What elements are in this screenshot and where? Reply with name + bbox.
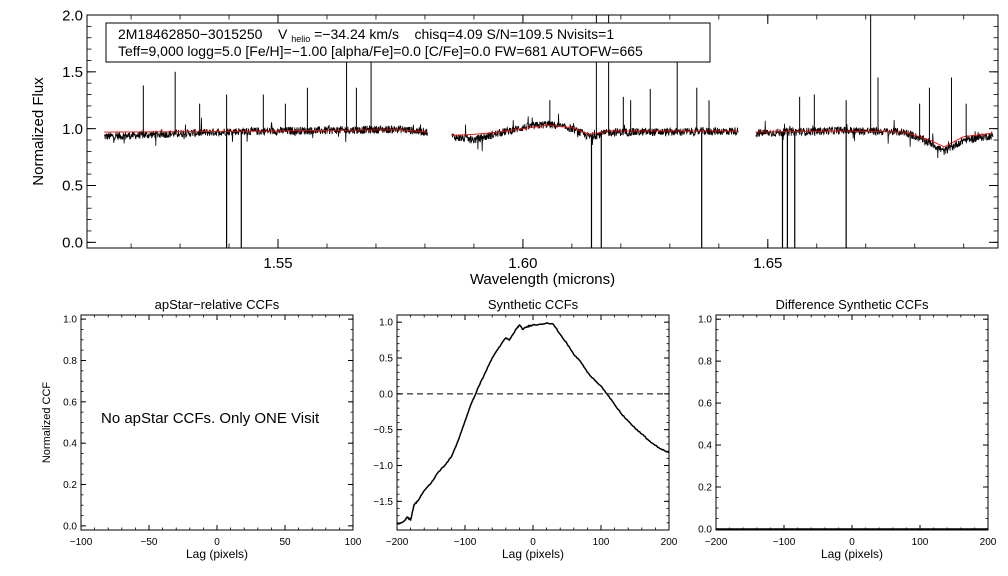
difference-ccf-ytick-label-5: 1.0 — [698, 315, 712, 326]
spectrum-xlabel: Wavelength (microns) — [470, 271, 615, 288]
apstar-ccf-xlabel: Lag (pixels) — [186, 547, 248, 561]
apstar-ccf-xtick-label-3: 50 — [279, 537, 291, 548]
spectrum-model-chip-1 — [104, 129, 428, 133]
spectrum-ytick-label-3: 1.5 — [62, 64, 83, 81]
difference-ccf-xtick-label-3: 100 — [912, 537, 929, 548]
difference-ccf-ytick-label-3: 0.6 — [698, 399, 712, 410]
apstar-ccf-xtick-label-2: 0 — [214, 537, 220, 548]
vhelio-value: =−34.24 km/s — [314, 26, 399, 42]
synthetic-ccf-title: Synthetic CCFs — [488, 297, 579, 312]
apstar-ccf-ytick-label-1: 0.2 — [63, 480, 77, 491]
difference-ccf-xtick-label-4: 200 — [980, 537, 997, 548]
spectrum-model-chip-2 — [451, 124, 738, 136]
fit-stats: chisq=4.09 S/N=109.5 Nvisits=1 — [415, 26, 615, 42]
difference-ccf-ytick-label-1: 0.2 — [698, 483, 712, 494]
star-id: 2M18462850−3015250 — [118, 26, 263, 42]
difference-ccf-ytick-label-0: 0.0 — [698, 524, 712, 535]
difference-ccf-xtick-label-2: 0 — [849, 537, 855, 548]
vhelio-subscript: helio — [291, 34, 310, 44]
apstar-ccf-xtick-label-1: −50 — [141, 537, 158, 548]
spectrum-ytick-label-2: 1.0 — [62, 121, 83, 138]
info-box-line2: Teff=9,000 logg=5.0 [Fe/H]=−1.00 [alpha/… — [118, 43, 643, 59]
synthetic-ccf-xlabel: Lag (pixels) — [502, 547, 564, 561]
spectrum-panel: 1.55 1.60 1.65 0.0 0.5 1.0 1.5 2.0 Wavelength (m… — [30, 7, 999, 288]
apstar-ccf-xtick-label-0: −100 — [70, 537, 93, 548]
synthetic-ccf-line-0 — [397, 322, 669, 525]
apstar-ccf-xtick-label-4: 100 — [345, 537, 362, 548]
spectrum-data — [103, 15, 994, 248]
info-box-line1: 2M18462850−3015250 V helio =−34.24 km/s … — [118, 26, 614, 45]
difference-ccf-frame — [715, 314, 989, 531]
difference-ccf-panel: −200 −100 0 100 200 0.0 0.2 0.4 0.6 0.8 1.0 Differe… — [698, 297, 997, 561]
spectrum-observed-chip-1 — [103, 117, 428, 146]
info-box: 2M18462850−3015250 V helio =−34.24 km/s … — [105, 22, 711, 63]
synthetic-ccf-xtick-label-3: 100 — [593, 537, 610, 548]
apstar-ccf-panel: −100 −50 0 50 100 0.0 0.2 0.4 0.6 0.8 1.0 apStar−re… — [41, 297, 362, 561]
difference-ccf-ytick-label-4: 0.8 — [698, 357, 712, 368]
synthetic-ccf-xtick-label-0: −200 — [386, 537, 409, 548]
spectrum-ytick-label-1: 0.5 — [62, 178, 83, 195]
vhelio-symbol: V — [278, 26, 288, 42]
synthetic-ccf-frame — [396, 314, 670, 531]
apstar-ccf-ytick-label-5: 1.0 — [63, 315, 77, 326]
spectrum-xtick-label-0: 1.55 — [263, 255, 292, 272]
synthetic-ccf-xtick-label-4: 200 — [661, 537, 678, 548]
synthetic-ccf-panel: −200 −100 0 100 200 −1.5 −1.0 −0.5 0.0 0.5 1.0 Synt… — [373, 297, 678, 561]
spectrum-ytick-label-0: 0.0 — [62, 235, 83, 252]
spectrum-frame — [86, 14, 999, 249]
difference-ccf-xlabel: Lag (pixels) — [821, 547, 883, 561]
spectrum-observed-chip-3 — [755, 119, 994, 159]
synthetic-ccf-xtick-label-2: 0 — [530, 537, 536, 548]
difference-ccf-xtick-label-0: −200 — [705, 537, 728, 548]
apstar-ccf-ylabel: Normalized CCF — [41, 382, 53, 464]
spectrum-model-chip-3 — [755, 130, 993, 148]
spectrum-ylabel: Normalized Flux — [30, 77, 47, 186]
synthetic-ccf-ytick-label-3: 0.0 — [379, 389, 393, 400]
synthetic-ccf-ytick-label-4: 0.5 — [379, 354, 393, 365]
difference-ccf-ytick-label-2: 0.4 — [698, 441, 712, 452]
info-box-frame — [105, 22, 711, 63]
apstar-ccf-ytick-label-2: 0.4 — [63, 439, 77, 450]
spectrum-xtick-label-2: 1.65 — [753, 255, 782, 272]
apstar-ccf-ytick-label-3: 0.6 — [63, 397, 77, 408]
synthetic-ccf-ytick-label-0: −1.5 — [373, 497, 393, 508]
synthetic-ccf-xtick-label-1: −100 — [454, 537, 477, 548]
apstar-ccf-title: apStar−relative CCFs — [155, 297, 280, 312]
synthetic-ccf-ytick-label-1: −1.0 — [373, 461, 393, 472]
spectrum-ytick-label-4: 2.0 — [62, 7, 83, 24]
difference-ccf-xtick-label-1: −100 — [773, 537, 796, 548]
difference-ccf-title: Difference Synthetic CCFs — [776, 297, 929, 312]
no-ccf-message: No apStar CCFs. Only ONE Visit — [101, 410, 320, 427]
synthetic-ccf-ytick-label-5: 1.0 — [379, 318, 393, 329]
synthetic-ccf-data — [397, 322, 669, 525]
spectrum-xtick-label-1: 1.60 — [508, 255, 537, 272]
synthetic-ccf-ytick-label-2: −0.5 — [373, 425, 393, 436]
apstar-ccf-ytick-label-0: 0.0 — [63, 521, 77, 532]
apstar-ccf-ytick-label-4: 0.8 — [63, 356, 77, 367]
